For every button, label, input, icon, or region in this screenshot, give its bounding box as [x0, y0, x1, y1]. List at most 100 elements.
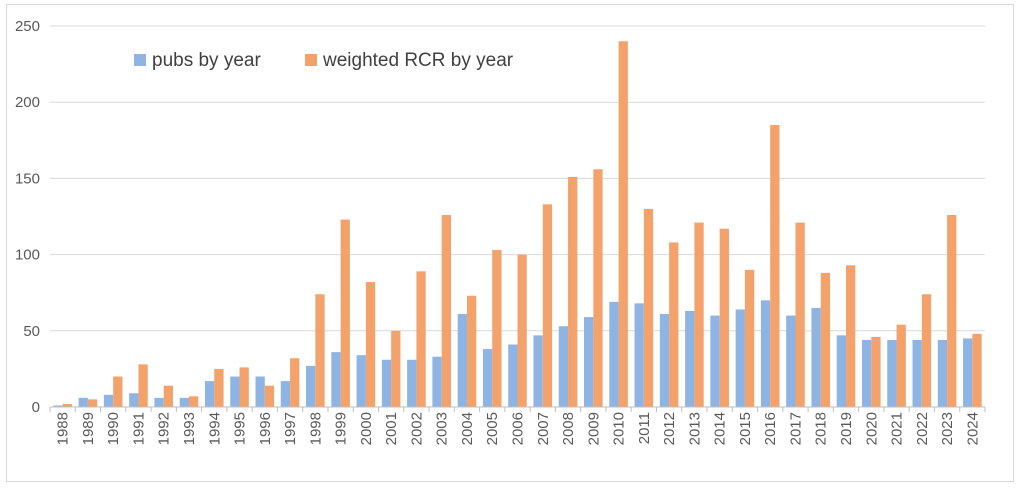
x-tick-label: 1988 — [55, 412, 72, 445]
bars — [53, 41, 982, 408]
bar-weighted-rcr — [138, 364, 148, 407]
bar-pubs — [887, 339, 897, 407]
x-tick-label: 1993 — [181, 412, 198, 445]
y-tick-label: 150 — [15, 170, 40, 187]
x-tick-label: 1995 — [232, 412, 249, 445]
bar-weighted-rcr — [593, 169, 603, 407]
bar-pubs — [457, 314, 467, 407]
bar-pubs — [306, 365, 316, 407]
bar-pubs — [710, 315, 720, 407]
bar-weighted-rcr — [643, 208, 654, 407]
bar-weighted-rcr — [669, 242, 679, 407]
bar-weighted-rcr — [871, 336, 881, 407]
x-tick-label: 1990 — [105, 412, 122, 445]
bar-pubs — [584, 317, 594, 407]
bar-weighted-rcr — [163, 385, 174, 407]
bar-pubs — [407, 359, 417, 407]
bar-weighted-rcr — [568, 176, 578, 407]
bar-pubs — [558, 326, 569, 407]
bar-pubs — [609, 301, 619, 407]
bar-weighted-rcr — [694, 222, 704, 407]
bar-weighted-rcr — [188, 396, 199, 407]
y-tick-label: 0 — [32, 399, 40, 416]
bar-weighted-rcr — [340, 219, 350, 407]
bar-pubs — [255, 376, 265, 407]
x-tick-label: 2022 — [914, 412, 931, 445]
bar-weighted-rcr — [492, 250, 502, 407]
bar-weighted-rcr — [921, 294, 932, 407]
bar-weighted-rcr — [542, 204, 553, 407]
x-tick-label: 2015 — [737, 412, 754, 445]
x-tick-label: 1998 — [307, 412, 324, 445]
legend: pubs by year weighted RCR by year — [134, 50, 514, 71]
x-tick-label: 2002 — [408, 412, 425, 445]
x-tick-label: 2016 — [762, 412, 779, 445]
x-tick-label: 2021 — [889, 412, 906, 445]
x-tick-label: 2006 — [510, 412, 527, 445]
x-tick-label: 2001 — [383, 412, 400, 445]
bar-pubs — [533, 335, 543, 407]
bar-weighted-rcr — [846, 265, 856, 407]
y-tick-label: 200 — [15, 94, 40, 111]
x-tick-label: 2007 — [535, 412, 552, 445]
y-tick-label: 250 — [15, 18, 40, 35]
bar-pubs — [963, 338, 973, 407]
x-tick-label: 1992 — [156, 412, 173, 445]
x-tick-label: 2018 — [813, 412, 830, 445]
bar-weighted-rcr — [719, 228, 729, 407]
x-tick-label: 2009 — [585, 412, 602, 445]
x-tick-label: 2003 — [434, 412, 451, 445]
bar-weighted-rcr — [744, 269, 755, 407]
bar-weighted-rcr — [517, 254, 527, 407]
x-tick-label: 2005 — [484, 412, 501, 445]
bar-weighted-rcr — [947, 214, 957, 407]
y-tick-label: 50 — [23, 323, 40, 340]
bar-weighted-rcr — [972, 333, 982, 407]
bar-pubs — [482, 349, 493, 407]
bar-pubs — [331, 352, 341, 407]
legend-label-pubs: pubs by year — [152, 50, 261, 71]
x-tick-label: 1989 — [80, 412, 97, 445]
bar-pubs — [508, 344, 518, 407]
bar-pubs — [230, 376, 240, 407]
x-tick-label: 2008 — [560, 412, 577, 445]
bar-pubs — [861, 339, 872, 407]
x-tick-label: 2019 — [838, 412, 855, 445]
x-tick-label: 2014 — [712, 412, 729, 445]
x-tick-label: 2023 — [939, 412, 956, 445]
x-tick-label: 1991 — [130, 412, 147, 445]
bar-weighted-rcr — [264, 385, 275, 407]
bar-weighted-rcr — [315, 294, 325, 407]
bar-pubs — [154, 397, 164, 407]
bar-weighted-rcr — [441, 214, 451, 407]
bar-weighted-rcr — [618, 41, 628, 408]
bar-pubs — [129, 393, 139, 407]
bar-pubs — [432, 356, 442, 407]
x-tick-label: 2010 — [611, 412, 628, 445]
x-tick-label: 2020 — [863, 412, 880, 445]
bar-pubs — [356, 355, 366, 407]
bar-pubs — [937, 339, 948, 407]
bar-pubs — [659, 314, 670, 407]
bar-weighted-rcr — [113, 376, 123, 407]
bar-pubs — [811, 307, 821, 407]
bar-pubs — [685, 310, 695, 407]
x-tick-label: 1997 — [282, 412, 299, 445]
bar-pubs — [912, 339, 922, 407]
x-axis-ticks: 1988 1989 1990 1991 1992 1993 1994 1995 1996 1997… — [49, 407, 986, 445]
bar-weighted-rcr — [62, 403, 72, 407]
bar-pubs — [836, 335, 847, 407]
x-tick-label: 2000 — [358, 412, 375, 445]
x-tick-label: 1999 — [333, 412, 350, 445]
x-tick-label: 2024 — [964, 412, 981, 445]
x-tick-label: 2004 — [459, 412, 476, 445]
bar-weighted-rcr — [416, 271, 426, 407]
bar-weighted-rcr — [896, 324, 906, 407]
x-tick-label: 2011 — [636, 412, 653, 444]
bar-weighted-rcr — [795, 222, 805, 407]
x-tick-label: 2012 — [661, 412, 678, 445]
bar-pubs — [179, 397, 189, 407]
bar-pubs — [78, 397, 88, 407]
legend-swatch-pubs — [134, 54, 146, 66]
